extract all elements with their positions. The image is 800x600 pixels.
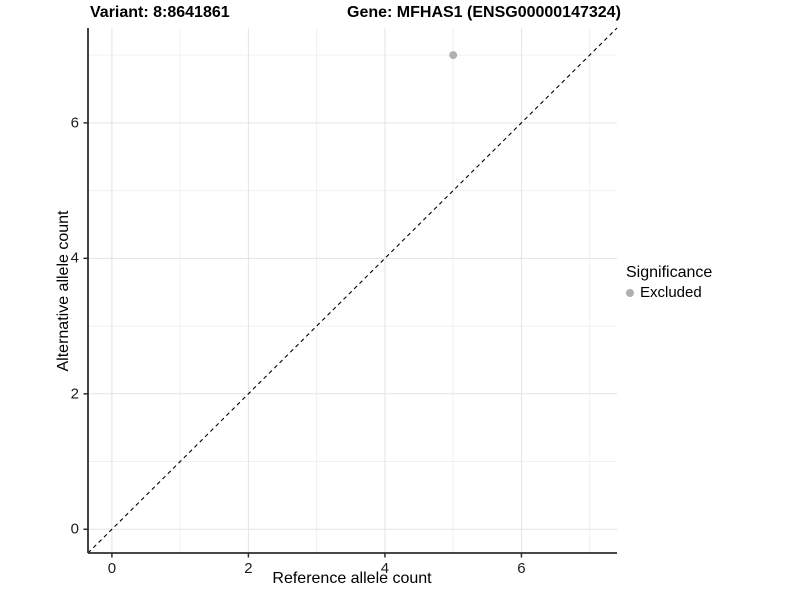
- legend-item-label: Excluded: [640, 284, 702, 301]
- plot-title-variant: Variant: 8:8641861: [90, 4, 230, 21]
- data-point-excluded: [449, 51, 458, 60]
- y-tick-label: 0: [70, 520, 79, 538]
- x-tick-label: 2: [244, 560, 253, 577]
- y-tick-label: 4: [70, 249, 79, 267]
- x-tick-label: 0: [107, 560, 117, 577]
- x-tick-label: 4: [380, 560, 390, 577]
- y-tick-label: 2: [70, 385, 79, 403]
- y-axis-label: Alternative allele count: [55, 210, 72, 372]
- plot-title-gene: Gene: MFHAS1 (ENSG00000147324): [347, 4, 621, 21]
- identity-reference-line: [87, 27, 618, 554]
- legend: Significance Excluded: [626, 264, 712, 301]
- y-tick-label: 6: [70, 114, 79, 132]
- legend-title: Significance: [626, 264, 713, 281]
- excluded-point-icon: [626, 288, 634, 297]
- x-axis-label: Reference allele count: [272, 570, 432, 587]
- legend-item-excluded: Excluded: [626, 284, 712, 301]
- x-tick-label: 6: [517, 560, 526, 577]
